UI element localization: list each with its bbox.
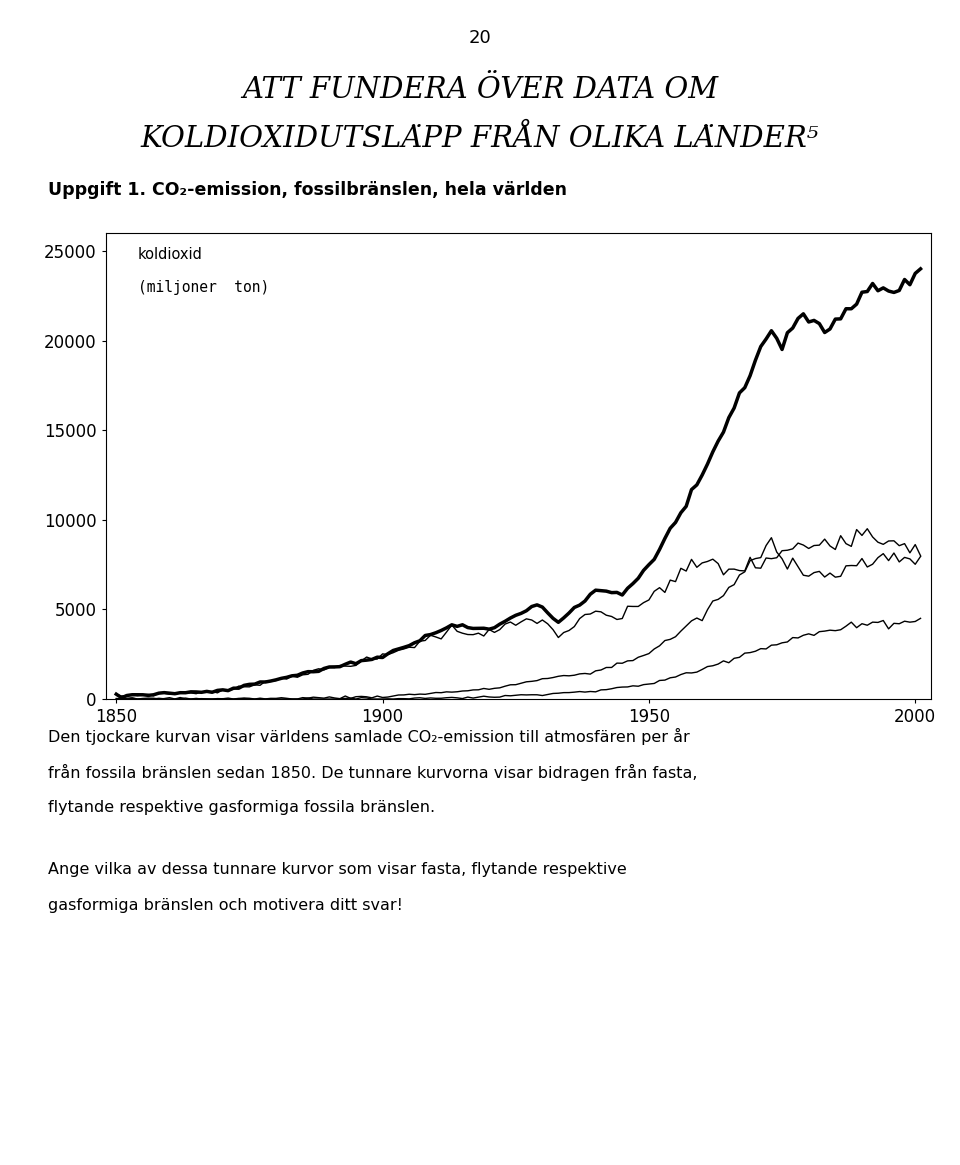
Text: Den tjockare kurvan visar världens samlade CO₂-emission till atmosfären per år: Den tjockare kurvan visar världens samla… bbox=[48, 728, 689, 746]
Text: (miljoner  ton): (miljoner ton) bbox=[137, 280, 269, 295]
Text: ATT FUNDERA ÖVER DATA OM: ATT FUNDERA ÖVER DATA OM bbox=[242, 76, 718, 104]
Text: Ange vilka av dessa tunnare kurvor som visar fasta, flytande respektive: Ange vilka av dessa tunnare kurvor som v… bbox=[48, 862, 627, 877]
Text: gasformiga bränslen och motivera ditt svar!: gasformiga bränslen och motivera ditt sv… bbox=[48, 898, 403, 913]
Text: KOLDIOXIDUTSLÄPP FRÅN OLIKA LÄNDER⁵: KOLDIOXIDUTSLÄPP FRÅN OLIKA LÄNDER⁵ bbox=[141, 125, 819, 153]
Text: koldioxid: koldioxid bbox=[137, 247, 203, 262]
Text: från fossila bränslen sedan 1850. De tunnare kurvorna visar bidragen från fasta,: från fossila bränslen sedan 1850. De tun… bbox=[48, 764, 698, 782]
Text: Uppgift 1. CO₂-emission, fossilbränslen, hela världen: Uppgift 1. CO₂-emission, fossilbränslen,… bbox=[48, 181, 567, 198]
Text: flytande respektive gasformiga fossila bränslen.: flytande respektive gasformiga fossila b… bbox=[48, 800, 435, 815]
Text: 20: 20 bbox=[468, 29, 492, 47]
